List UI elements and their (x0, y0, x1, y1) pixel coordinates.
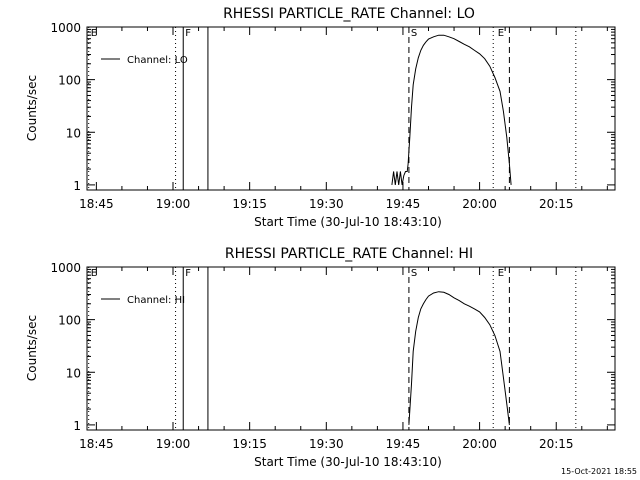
marker-label: S (411, 268, 417, 279)
y-tick-label: 1 (73, 179, 81, 193)
x-tick-label: 20:15 (539, 437, 574, 451)
x-tick-label: 19:45 (386, 197, 421, 211)
x-tick-label: 19:30 (309, 197, 344, 211)
y-tick-label: 1000 (50, 261, 81, 275)
y-tick-label: 100 (58, 314, 81, 328)
marker-label: S (411, 28, 417, 39)
panel-hi: RHESSI PARTICLE_RATE Channel: HI 18:45 19… (25, 246, 616, 469)
x-tick-label: 19:15 (232, 197, 267, 211)
x-tick-label: 19:30 (309, 437, 344, 451)
y-axis-label: Counts/sec (25, 315, 39, 381)
y-tick-label: 1 (73, 419, 81, 433)
plot-frame (86, 26, 616, 191)
marker-label: E (498, 28, 504, 39)
plot-area: 18:45 19:00 19:15 19:30 19:45 20:00 20:15 1 10 10… (50, 261, 616, 451)
panel-lo: RHESSI PARTICLE_RATE Channel: LO 18:45 19… (25, 6, 616, 229)
marker-label: E (91, 28, 97, 39)
marker-label: E (498, 268, 504, 279)
y-tick-label: 10 (66, 366, 81, 380)
y-tick-label: 1000 (50, 21, 81, 35)
marker-label: F (185, 268, 191, 279)
y-axis-label: Counts/sec (25, 75, 39, 141)
x-tick-label: 20:15 (539, 197, 574, 211)
x-axis-label: Start Time (30-Jul-10 18:43:10) (254, 215, 442, 229)
plot-area: 18:45 19:00 19:15 19:30 19:45 20:00 20:15 1 10 10… (50, 21, 616, 211)
footer-timestamp: 15-Oct-2021 18:55 (561, 467, 637, 476)
x-tick-label: 18:45 (79, 437, 114, 451)
marker-label: F (185, 28, 191, 39)
x-axis-label: Start Time (30-Jul-10 18:43:10) (254, 455, 442, 469)
x-tick-label: 19:00 (156, 197, 191, 211)
series-line (408, 291, 510, 425)
x-tick-label: 19:00 (156, 437, 191, 451)
chart-title: RHESSI PARTICLE_RATE Channel: HI (225, 246, 473, 262)
series-line (391, 34, 512, 185)
legend-label: Channel: HI (127, 295, 185, 306)
chart-title: RHESSI PARTICLE_RATE Channel: LO (223, 6, 475, 22)
x-tick-label: 19:45 (386, 437, 421, 451)
plot-frame (86, 266, 616, 431)
x-tick-label: 20:00 (462, 437, 497, 451)
y-tick-label: 100 (58, 74, 81, 88)
marker-label: E (91, 268, 97, 279)
x-tick-label: 18:45 (79, 197, 114, 211)
x-tick-label: 20:00 (462, 197, 497, 211)
legend-label: Channel: LO (127, 55, 188, 66)
y-tick-label: 10 (66, 126, 81, 140)
x-tick-label: 19:15 (232, 437, 267, 451)
